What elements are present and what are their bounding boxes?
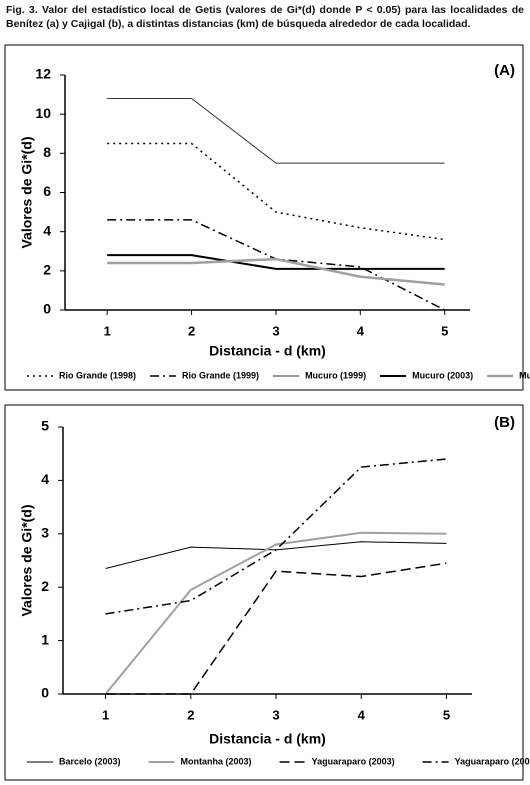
legend-label: Mucuro (2003) [412, 370, 473, 380]
legend-label: Rio Grande (1999) [182, 370, 259, 380]
series-line [105, 458, 447, 615]
series-line [104, 531, 447, 695]
y-tick-label: 1 [41, 631, 49, 647]
x-axis-label: Distancia - d (km) [209, 731, 326, 747]
caption: Fig. 3. Valor del estadístico local de G… [6, 4, 524, 30]
legend-label: Yaguaraparo (2003) [312, 756, 395, 766]
legend-label: Montanha (2003) [181, 756, 252, 766]
series-line [105, 562, 447, 695]
series-line [107, 219, 446, 311]
y-tick-label: 2 [43, 262, 51, 278]
x-tick-label: 4 [357, 323, 365, 338]
y-tick-label: 6 [43, 183, 51, 199]
y-tick-label: 3 [41, 525, 49, 541]
x-tick-label: 1 [104, 323, 111, 338]
x-tick-label: 2 [188, 323, 195, 338]
series-line [105, 541, 447, 569]
x-tick-label: 2 [187, 707, 194, 722]
y-tick-label: 4 [41, 471, 49, 487]
x-tick-label: 4 [358, 707, 366, 722]
legend-label: Barcelo (2003) [59, 756, 121, 766]
x-tick-label: 5 [441, 323, 448, 338]
x-tick-label: 5 [443, 707, 450, 722]
legend-label: Rio Grande (1998) [59, 370, 136, 380]
series-line [107, 257, 445, 286]
y-tick-label: 4 [43, 222, 51, 238]
panel-frame [4, 404, 524, 781]
panel-label: (B) [494, 414, 515, 431]
y-tick-label: 0 [43, 301, 51, 317]
x-tick-label: 3 [272, 707, 279, 722]
panel-frame [4, 44, 524, 391]
y-tick-label: 12 [35, 66, 51, 82]
y-tick-label: 0 [41, 685, 49, 701]
y-tick-label: 8 [43, 144, 51, 160]
series-line [107, 98, 445, 164]
y-tick-label: 2 [41, 578, 49, 594]
y-axis-label: Valores de Gi*(d) [19, 504, 35, 616]
y-axis-label: Valores de Gi*(d) [19, 136, 35, 248]
y-tick-label: 5 [41, 418, 49, 434]
legend-label: Yaguaraparo (2007) [455, 756, 530, 766]
panel-label: (A) [494, 62, 515, 79]
x-tick-label: 1 [102, 707, 109, 722]
x-axis-label: Distancia - d (km) [209, 343, 326, 359]
series-line [107, 254, 445, 270]
legend-label: Mucuro (2007) [519, 370, 530, 380]
x-tick-label: 3 [272, 323, 279, 338]
y-tick-label: 10 [35, 105, 51, 121]
series-line [107, 142, 445, 241]
legend-label: Mucuro (1999) [305, 370, 366, 380]
